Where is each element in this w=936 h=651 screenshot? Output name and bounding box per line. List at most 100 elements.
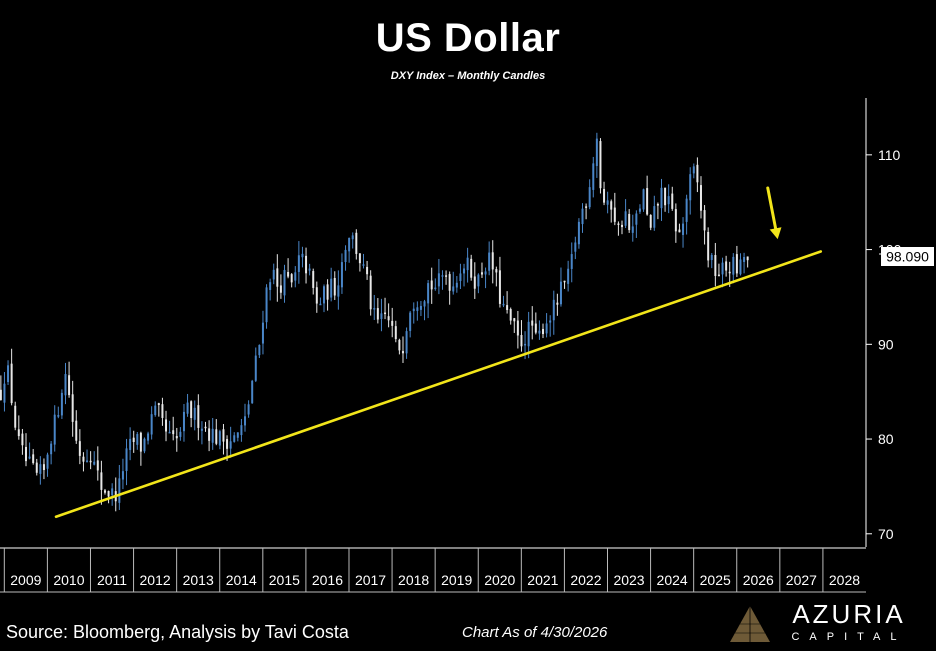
candle-body	[283, 269, 286, 296]
candle-body	[520, 334, 523, 347]
candle-body	[154, 405, 157, 416]
candle-body	[100, 472, 103, 490]
candle-body	[384, 312, 387, 315]
candle-body	[527, 321, 530, 347]
candle-body	[387, 316, 390, 321]
candle-body	[524, 343, 527, 346]
candle-body	[516, 320, 519, 336]
candle-body	[64, 374, 67, 396]
candle-body	[563, 280, 566, 283]
candle-body	[107, 491, 110, 497]
candle-body	[93, 461, 96, 465]
candle-body	[559, 281, 562, 305]
candle-body	[592, 163, 595, 190]
candle-body	[211, 428, 214, 443]
candle-body	[10, 363, 13, 404]
candle-body	[337, 285, 340, 297]
candle-body	[373, 308, 376, 310]
candle-body	[287, 272, 290, 277]
candle-body	[484, 271, 487, 275]
candle-body	[103, 490, 106, 493]
candle-body	[660, 187, 663, 209]
candle-body	[448, 274, 451, 291]
candle-body	[401, 351, 404, 354]
candle-body	[423, 301, 426, 307]
candle-body	[459, 273, 462, 282]
y-tick-label: 110	[878, 147, 901, 163]
candle-body	[495, 269, 498, 273]
candles-layer	[0, 132, 749, 512]
candle-body	[642, 189, 645, 210]
x-tick-label: 2021	[527, 572, 558, 588]
candle-body	[272, 269, 275, 280]
candle-body	[290, 274, 293, 283]
candle-body	[147, 433, 150, 441]
candle-body	[743, 257, 746, 262]
candle-body	[200, 428, 203, 431]
candle-body	[613, 207, 616, 222]
candle-body	[376, 308, 379, 320]
candle-body	[254, 355, 257, 381]
candle-body	[570, 254, 573, 269]
candle-body	[218, 431, 221, 446]
candle-body	[261, 322, 264, 344]
candle-body	[746, 256, 749, 261]
candle-body	[50, 443, 53, 455]
candle-body	[28, 456, 31, 459]
y-tick-label: 70	[878, 526, 894, 542]
candle-body	[470, 258, 473, 278]
x-tick-label: 2010	[53, 572, 84, 588]
candle-body	[412, 308, 415, 312]
x-tick-label: 2017	[355, 572, 386, 588]
candle-body	[251, 380, 254, 404]
candle-body	[513, 318, 516, 322]
candle-body	[265, 287, 268, 323]
candle-body	[129, 438, 132, 450]
candle-body	[308, 268, 311, 271]
candle-body	[42, 464, 45, 471]
candle-body	[538, 330, 541, 334]
candle-body	[82, 456, 85, 462]
candle-body	[692, 166, 695, 174]
y-tick-label: 90	[878, 336, 894, 352]
candle-body	[355, 232, 358, 254]
candle-body	[631, 226, 634, 233]
candle-body	[305, 255, 308, 274]
candle-body	[739, 259, 742, 275]
x-tick-label: 2028	[829, 572, 860, 588]
candle-body	[445, 275, 448, 277]
candle-body	[319, 303, 322, 306]
candle-body	[710, 254, 713, 261]
candle-body	[39, 464, 42, 474]
candle-body	[7, 365, 10, 383]
candle-body	[552, 299, 555, 321]
azuria-logo: AZURIA CAPITAL	[730, 599, 905, 643]
candle-body	[480, 272, 483, 275]
logo-wordmark: AZURIA	[792, 599, 905, 629]
candle-body	[545, 323, 548, 334]
candle-body	[405, 331, 408, 354]
candle-body	[667, 196, 670, 205]
candle-body	[333, 278, 336, 296]
candle-body	[330, 278, 333, 298]
candle-body	[409, 312, 412, 331]
candle-body	[312, 271, 315, 288]
candle-body	[269, 282, 272, 290]
candle-body	[685, 198, 688, 222]
x-tick-label: 2020	[484, 572, 515, 588]
candle-body	[671, 193, 674, 209]
candle-body	[703, 210, 706, 231]
y-axis-ticks: 708090100110	[866, 147, 902, 542]
candle-body	[68, 375, 71, 396]
candle-body	[326, 284, 329, 300]
x-tick-label: 2025	[700, 572, 731, 588]
candle-body	[132, 437, 135, 442]
candle-body	[297, 255, 300, 272]
candle-body	[498, 270, 501, 304]
candle-body	[279, 285, 282, 293]
candle-body	[674, 209, 677, 232]
candle-body	[369, 275, 372, 310]
x-tick-label: 2018	[398, 572, 429, 588]
candle-body	[125, 448, 128, 472]
candle-body	[193, 407, 196, 420]
